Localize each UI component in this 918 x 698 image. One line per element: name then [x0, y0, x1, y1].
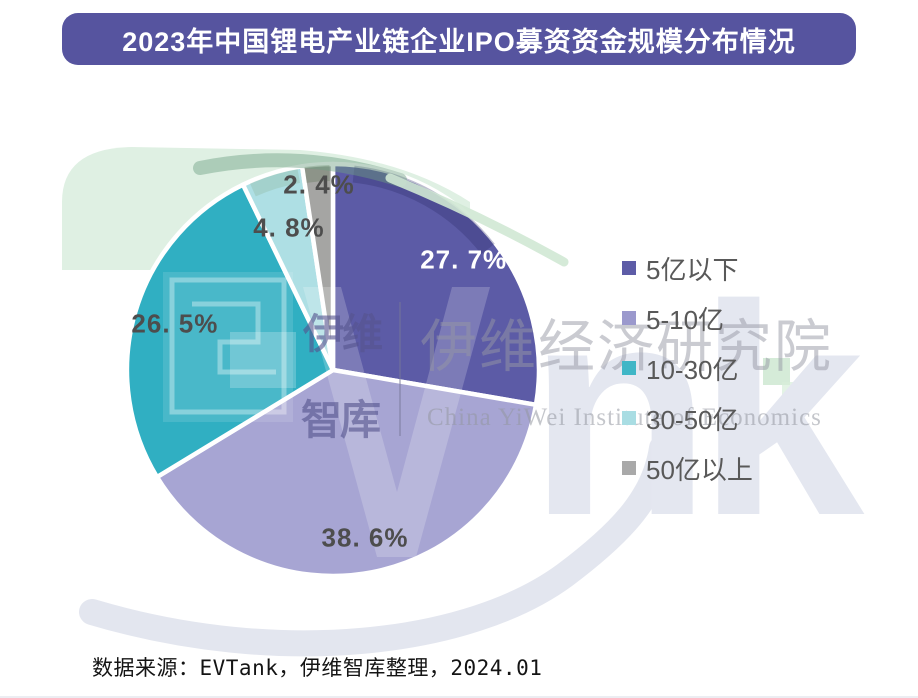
pie-slice-50亿以上 — [299, 161, 336, 373]
legend-item: 50亿以上 — [622, 443, 753, 493]
pie-slices — [124, 161, 542, 579]
legend-item: 30-50亿 — [622, 393, 753, 443]
pie-label-50亿以上: 2. 4% — [283, 169, 355, 200]
legend-label: 5-10亿 — [646, 304, 725, 335]
watermark-swoosh — [79, 435, 675, 657]
title-banner: 2023年中国锂电产业链企业IPO募资资金规模分布情况 — [62, 13, 856, 65]
legend-label: 50亿以上 — [646, 454, 753, 485]
legend-swatch-icon — [622, 261, 636, 275]
pie-slice-5亿以下 — [330, 161, 542, 408]
pie-label-5-10亿: 38. 6% — [321, 522, 409, 553]
legend-item: 10-30亿 — [622, 343, 753, 393]
legend-label: 5亿以下 — [646, 254, 739, 285]
legend-swatch-icon — [622, 411, 636, 425]
watermark-v-letter — [303, 287, 490, 557]
legend-item: 5亿以下 — [622, 243, 753, 293]
pie-label-10-30亿: 26. 5% — [131, 308, 219, 339]
watermark-overlays — [79, 153, 802, 657]
pie-label-5亿以下: 27. 7% — [420, 244, 508, 275]
watermark-arc-teal — [250, 169, 301, 197]
legend-label: 10-30亿 — [646, 354, 739, 385]
watermark-e-maze — [169, 277, 287, 415]
watermark-green-square — [763, 358, 790, 385]
watermark-evtank-letters: nk — [528, 242, 864, 578]
watermark-strip — [600, 396, 613, 438]
watermark-cn-line1: 伊维 — [303, 311, 383, 357]
legend-item: 5-10亿 — [622, 293, 753, 343]
page-title: 2023年中国锂电产业链企业IPO募资资金规模分布情况 — [122, 26, 796, 57]
watermark-blade-light — [385, 173, 569, 267]
chart-legend: 5亿以下 5-10亿 10-30亿 30-50亿 50亿以上 — [622, 243, 753, 493]
source-note: 数据来源：EVTank，伊维智库整理，2024.01 — [92, 656, 543, 680]
pie-slice-10-30亿 — [124, 182, 336, 480]
bottom-divider — [0, 696, 918, 698]
watermark-blade-dark — [193, 153, 407, 187]
watermark-cn-line2: 智库 — [301, 397, 381, 443]
watermark-divider — [399, 302, 401, 436]
watermark-t-stem — [543, 313, 565, 480]
legend-label: 30-50亿 — [646, 404, 739, 435]
pie-label-30-50亿: 4. 8% — [253, 212, 325, 243]
legend-swatch-icon — [622, 311, 636, 325]
watermark-arc-gray — [304, 165, 330, 183]
legend-swatch-icon — [622, 361, 636, 375]
watermark-green-square-small — [782, 382, 802, 402]
watermark-e-block — [163, 272, 293, 422]
legend-swatch-icon — [622, 461, 636, 475]
watermark-e-square — [230, 332, 296, 388]
